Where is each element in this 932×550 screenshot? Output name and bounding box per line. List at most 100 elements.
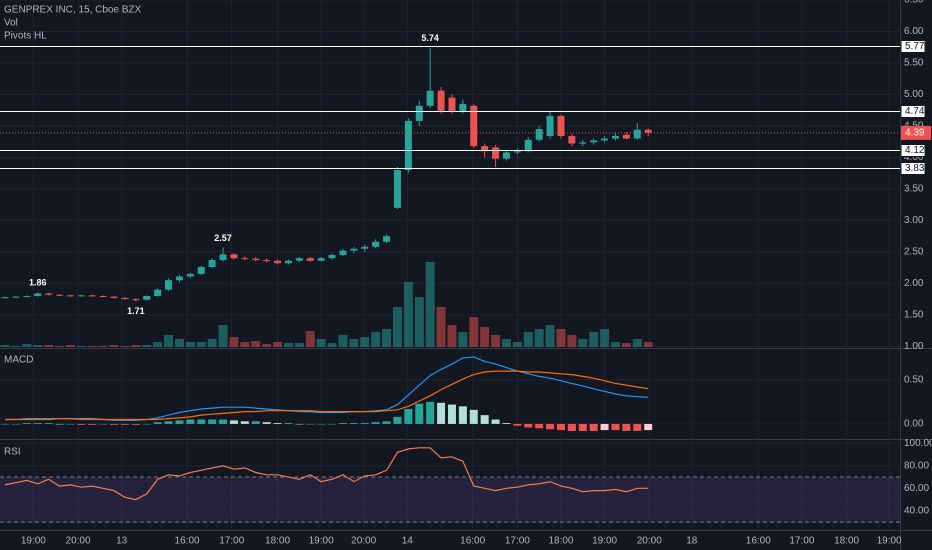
series-line [5, 356, 649, 421]
histogram-bar [393, 416, 402, 424]
volume-bar [501, 339, 511, 347]
volume-bar [11, 346, 21, 347]
candle-body [121, 297, 129, 300]
candle-body [77, 295, 85, 297]
histogram-bar [328, 423, 337, 425]
histogram-bar [480, 415, 489, 424]
candle-body [568, 136, 576, 144]
x-tick-label: 16:00 [175, 536, 200, 547]
rsi-band [0, 477, 900, 523]
histogram-bar [153, 422, 162, 424]
volume-bar [262, 344, 272, 347]
candle-body [154, 289, 162, 296]
volume-bar [512, 342, 522, 347]
y-tick-label: 4.00 [904, 152, 924, 163]
volume-bar [567, 335, 577, 347]
volume-bar [196, 342, 206, 347]
histogram-bar [371, 422, 380, 424]
volume-bar [283, 343, 293, 347]
histogram-bar [229, 420, 238, 424]
histogram-bar [349, 423, 358, 424]
volume-bar [556, 329, 566, 347]
histogram-bar [426, 401, 435, 424]
x-tick-label: 19:00 [21, 536, 46, 547]
volume-bar [469, 317, 479, 347]
histogram-bar [600, 423, 609, 431]
y-tick-label: 3.50 [904, 184, 924, 195]
volume-bar [436, 307, 446, 347]
candle-body [317, 258, 325, 261]
candle-body [361, 246, 369, 249]
histogram-bar [644, 423, 653, 431]
pivot-label-box [900, 144, 926, 157]
candle-body [12, 296, 20, 298]
volume-bar [22, 344, 32, 347]
volume-bar [131, 345, 141, 347]
y-tick-label: 2.50 [904, 247, 924, 258]
candle-body [524, 139, 532, 152]
histogram-bar [360, 423, 369, 424]
histogram-bar [589, 423, 598, 431]
volume-bar [251, 341, 261, 347]
candle-body [350, 248, 358, 251]
series-line [4, 447, 649, 501]
volume-bar [632, 339, 642, 347]
volume-bar [87, 346, 97, 347]
histogram-bar [99, 423, 108, 425]
volume-bar [491, 335, 501, 347]
histogram-bar [142, 423, 151, 425]
pivot-label: 4.74 [905, 106, 925, 117]
volume-bar [174, 339, 184, 347]
candle-body [295, 258, 303, 261]
histogram-bar [77, 423, 86, 425]
legend-entry: Pivots HL [4, 31, 47, 42]
series-line [5, 370, 649, 421]
pivot-label-box [900, 40, 926, 53]
volume-bar [382, 329, 392, 347]
x-tick-label: 17:00 [219, 536, 244, 547]
candle-body [252, 258, 260, 261]
candle-body [502, 152, 510, 159]
histogram-bar [197, 419, 206, 424]
price-annotation: 1.86 [29, 278, 47, 288]
legend-entry: Vol [4, 18, 18, 29]
candle-body [56, 294, 64, 296]
volume-bar [458, 332, 468, 347]
candle-body [143, 295, 151, 300]
histogram-bar [1, 423, 10, 425]
candle-body [426, 90, 434, 106]
x-tick-label: 18:00 [834, 536, 859, 547]
histogram-bar [240, 421, 249, 424]
price-annotation: 5.74 [421, 33, 439, 43]
candle-body [230, 254, 238, 259]
volume-bar [164, 335, 174, 347]
histogram-bar [120, 423, 129, 425]
volume-bar [273, 342, 283, 347]
histogram-bar [502, 423, 511, 424]
y-tick-label: 6.50 [904, 0, 924, 6]
pane-title: MACD [4, 355, 33, 366]
x-tick-label: 19:00 [877, 536, 902, 547]
candle-body [546, 115, 554, 137]
chart-title: GENPREX INC, 15, Cboe BZX [4, 5, 142, 16]
candle-body [34, 293, 42, 296]
candle-body [590, 140, 598, 143]
y-tick-label: 80.00 [904, 460, 929, 471]
candle-body [601, 138, 609, 141]
candle-body [241, 258, 249, 260]
volume-bar [0, 345, 10, 347]
volume-bar [294, 343, 304, 347]
volume-bar [360, 337, 370, 347]
candle-body [284, 260, 292, 264]
volume-bar [229, 337, 239, 347]
x-tick-label: 16:00 [460, 536, 485, 547]
pivot-label: 4.12 [905, 145, 925, 156]
histogram-bar [33, 423, 42, 424]
candle-body [535, 129, 543, 140]
volume-bar [392, 307, 402, 347]
candle-body [197, 267, 205, 274]
pane-title: RSI [4, 447, 21, 458]
candle-body [339, 250, 347, 256]
histogram-bar [556, 423, 565, 431]
